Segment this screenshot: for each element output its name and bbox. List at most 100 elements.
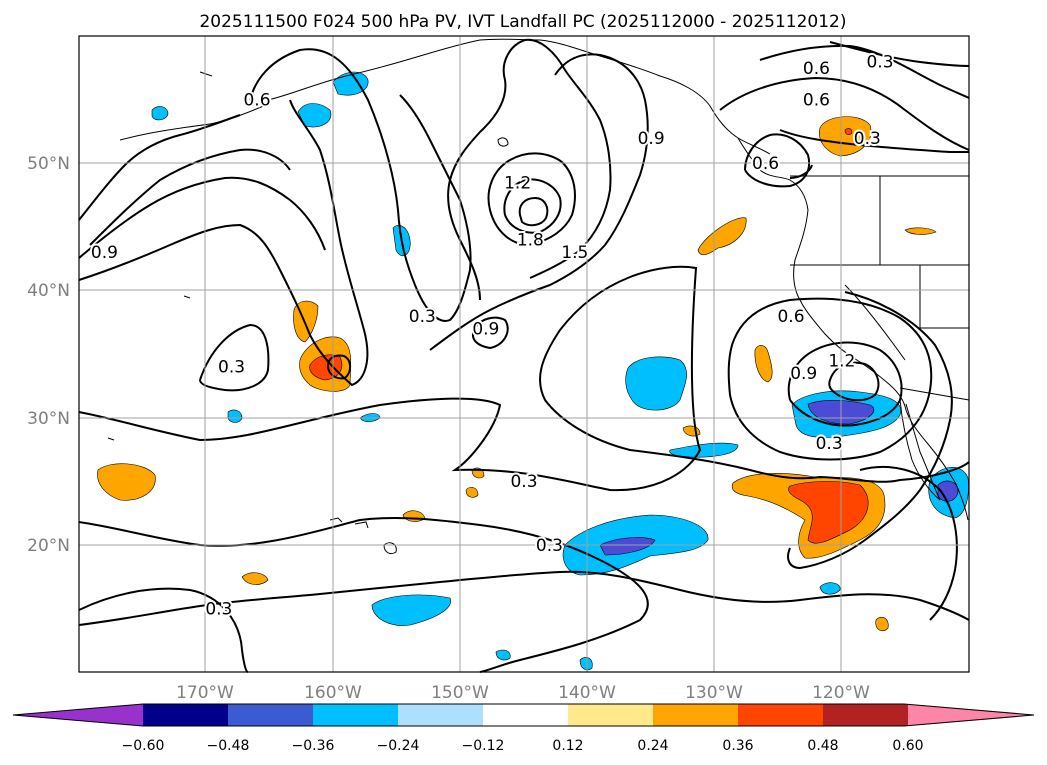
colorbar-label: −0.12 bbox=[462, 738, 505, 754]
colorbar-label: 0.48 bbox=[807, 738, 838, 754]
colorbar-label: −0.36 bbox=[292, 738, 335, 754]
us-mexico-border bbox=[899, 387, 970, 401]
lon-tick-labels: 170°W 160°W 150°W 140°W 130°W 120°W bbox=[176, 683, 870, 703]
contour-0.6-cutoff bbox=[727, 297, 933, 461]
contour-label: 1.5 bbox=[561, 243, 588, 263]
contour-label: 0.6 bbox=[777, 307, 804, 327]
contour-label: 1.2 bbox=[504, 173, 531, 193]
contour-label: 0.6 bbox=[803, 91, 830, 111]
lon-tick-label: 170°W bbox=[176, 683, 234, 703]
neg-anomaly-aleutian bbox=[297, 103, 332, 128]
contour-labels: 0.3 0.3 0.3 0.3 0.3 0.3 0.3 0.3 0.6 0.6 0.6 0.6 0.6 0… bbox=[89, 50, 896, 621]
neg-anomaly-west-dot bbox=[151, 106, 169, 121]
bc-coast bbox=[737, 137, 969, 521]
coastlines bbox=[107, 38, 970, 555]
neg-anomaly-small-3 bbox=[819, 582, 841, 595]
lon-tick-label: 160°W bbox=[304, 683, 362, 703]
lon-tick-label: 150°W bbox=[431, 683, 489, 703]
hawaii-2 bbox=[354, 521, 369, 529]
contour-0.3-west-trough bbox=[249, 48, 472, 322]
contour-label: 0.3 bbox=[409, 307, 436, 327]
colorbar-extend-high bbox=[908, 704, 1034, 726]
colorbar-extend-low bbox=[13, 704, 143, 726]
aleutian-chain bbox=[119, 103, 269, 141]
neg-anomaly-small-5 bbox=[495, 649, 511, 661]
island-4 bbox=[183, 295, 191, 299]
lat-tick-label: 40°N bbox=[27, 281, 70, 301]
contour-0.3-west-loop bbox=[199, 323, 270, 392]
lon-tick-label: 140°W bbox=[558, 683, 616, 703]
pos-anomaly-california bbox=[754, 345, 773, 383]
pos-anomaly-west-far bbox=[97, 463, 156, 501]
contour-0.3-southern bbox=[78, 265, 970, 492]
contour-0.9-gulf-small bbox=[472, 316, 509, 350]
colorbar-segment bbox=[568, 704, 654, 726]
lat-tick-label: 50°N bbox=[27, 154, 70, 174]
contour-label: 0.9 bbox=[638, 129, 665, 149]
contour-label: 0.3 bbox=[218, 358, 245, 378]
hawaii-3 bbox=[383, 542, 397, 555]
contour-label: 0.6 bbox=[243, 91, 270, 111]
contour-0.3-northeast bbox=[829, 41, 970, 67]
contour-label: 0.6 bbox=[752, 154, 779, 174]
neg-anomaly-mexico-core bbox=[937, 480, 959, 502]
neg-anomaly-small-2 bbox=[669, 442, 739, 458]
neg-anomaly-small-4 bbox=[579, 657, 593, 671]
pos-anomaly-small-3 bbox=[465, 486, 479, 498]
contour-1.8-gulf bbox=[518, 196, 549, 227]
contour-label: 0.9 bbox=[790, 364, 817, 384]
neg-anomaly-subtropic-core bbox=[599, 537, 656, 556]
contour-label: 0.9 bbox=[91, 243, 118, 263]
baja-peninsula bbox=[899, 399, 941, 501]
colorbar-segment bbox=[143, 704, 229, 726]
island-1 bbox=[107, 437, 115, 441]
lat-lon-grid bbox=[79, 36, 969, 672]
contour-1.2-cutoff bbox=[828, 361, 880, 402]
pos-anomaly-small-1 bbox=[241, 572, 269, 585]
pos-anomaly-oregon-coast bbox=[697, 217, 747, 256]
contour-0.6-gulf-alaska bbox=[429, 53, 649, 351]
contour-label: 0.3 bbox=[536, 536, 563, 556]
pos-anomaly-small-5 bbox=[875, 616, 889, 632]
neg-anomaly-hawaii-south bbox=[371, 594, 451, 626]
pos-anomaly-small-6 bbox=[904, 227, 937, 235]
colorbar-label: 0.60 bbox=[892, 738, 923, 754]
colorbar-label: −0.24 bbox=[377, 738, 420, 754]
colorbar-label: 0.12 bbox=[552, 738, 583, 754]
pos-anomaly-baja-south-core bbox=[788, 481, 869, 544]
figure-title: 2025111500 F024 500 hPa PV, IVT Landfall… bbox=[199, 12, 846, 32]
contour-label: 0.3 bbox=[816, 434, 843, 454]
state-border-3 bbox=[919, 265, 969, 329]
contour-0.9-gulf bbox=[447, 38, 612, 301]
contour-label: 0.3 bbox=[510, 472, 537, 492]
colorbar-label: −0.48 bbox=[207, 738, 250, 754]
ivt-anomaly-fills bbox=[97, 71, 969, 671]
contour-0.9-coast bbox=[744, 133, 810, 188]
alaska-coast bbox=[267, 38, 771, 155]
neg-anomaly-alaska bbox=[332, 71, 369, 96]
colorbar-label: −0.60 bbox=[122, 738, 165, 754]
contour-0.6-west-low bbox=[89, 148, 291, 246]
lon-tick-label: 120°W bbox=[812, 683, 870, 703]
island-2 bbox=[497, 137, 509, 147]
lat-tick-labels: 50°N 40°N 30°N 20°N bbox=[27, 154, 70, 556]
island-3 bbox=[199, 71, 213, 77]
contour-0.6-northeast bbox=[719, 76, 970, 151]
colorbar: −0.60 −0.48 −0.36 −0.24 −0.12 0.12 0.24 0.36 0.4… bbox=[12, 703, 1035, 754]
colorbar-segment bbox=[653, 704, 739, 726]
colorbar-segment bbox=[738, 704, 824, 726]
contour-0.3-cutoff-outer bbox=[787, 291, 953, 570]
map-background bbox=[79, 36, 969, 672]
map-frame bbox=[78, 35, 970, 673]
lon-tick-label: 130°W bbox=[685, 683, 743, 703]
contour-label: 0.3 bbox=[205, 599, 232, 619]
colorbar-segment bbox=[228, 704, 314, 726]
contour-0.3-lower bbox=[78, 570, 970, 626]
pos-anomaly-north-core bbox=[844, 128, 853, 135]
colorbar-label: 0.36 bbox=[722, 738, 753, 754]
contour-1.5-gulf bbox=[503, 178, 562, 234]
colorbar-label: 0.24 bbox=[637, 738, 668, 754]
contour-label: 1.8 bbox=[517, 231, 544, 251]
lat-tick-label: 30°N bbox=[27, 409, 70, 429]
